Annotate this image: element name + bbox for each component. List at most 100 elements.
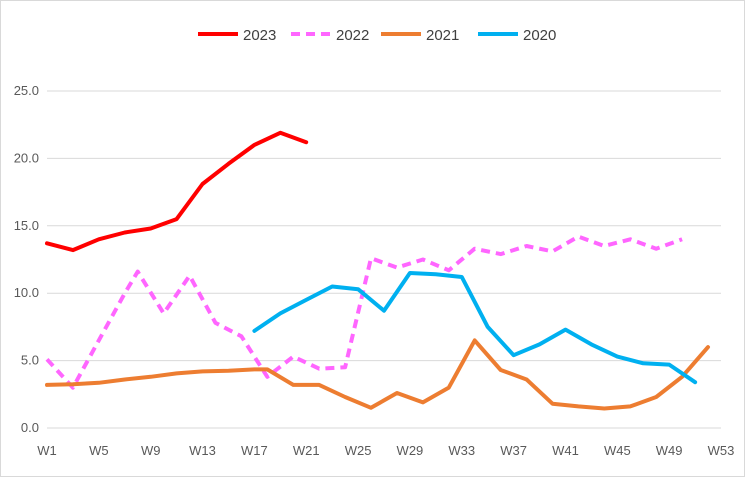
y-tick-label: 0.0 bbox=[21, 420, 39, 435]
data-point-2021 bbox=[576, 404, 580, 408]
x-tick-label: W17 bbox=[241, 443, 268, 458]
data-point-2023 bbox=[252, 143, 256, 147]
data-point-2021 bbox=[291, 383, 295, 387]
data-point-2021 bbox=[71, 382, 75, 386]
y-tick-label: 25.0 bbox=[14, 83, 39, 98]
data-point-2020 bbox=[278, 311, 282, 315]
data-point-2022 bbox=[499, 252, 503, 256]
data-point-2020 bbox=[667, 363, 671, 367]
x-tick-label: W5 bbox=[89, 443, 109, 458]
data-point-2022 bbox=[97, 338, 101, 342]
series-line-2020 bbox=[252, 271, 698, 385]
data-point-2020 bbox=[486, 325, 490, 329]
x-tick-label: W41 bbox=[552, 443, 579, 458]
data-point-2020 bbox=[589, 342, 593, 346]
x-tick-label: W1 bbox=[37, 443, 57, 458]
data-point-2022 bbox=[214, 321, 218, 325]
data-point-2022 bbox=[628, 237, 632, 241]
data-point-2020 bbox=[434, 272, 438, 276]
data-point-2021 bbox=[395, 391, 399, 395]
x-axis-tick-labels: W1 W5 W9 W13 W17 W21 W25 W29 W33 W37 W41 W45 W49 W53 bbox=[37, 443, 734, 458]
data-point-2022 bbox=[136, 270, 140, 274]
data-point-2022 bbox=[473, 247, 477, 251]
data-point-2021 bbox=[123, 377, 127, 381]
series-line-2023 bbox=[45, 130, 309, 253]
legend-label: 2021 bbox=[426, 27, 459, 44]
data-point-2020 bbox=[512, 353, 516, 357]
data-point-2023 bbox=[45, 241, 49, 245]
data-point-2022 bbox=[576, 235, 580, 239]
x-tick-label: W13 bbox=[189, 443, 216, 458]
series-layer bbox=[45, 130, 710, 411]
data-point-2022 bbox=[551, 249, 555, 253]
data-point-2022 bbox=[45, 357, 49, 361]
data-point-2020 bbox=[460, 275, 464, 279]
data-point-2022 bbox=[162, 311, 166, 315]
data-point-2023 bbox=[201, 182, 205, 186]
data-point-2020 bbox=[252, 329, 256, 333]
data-point-2021 bbox=[226, 369, 230, 373]
data-point-2021 bbox=[525, 377, 529, 381]
data-point-2023 bbox=[175, 217, 179, 221]
data-point-2023 bbox=[304, 140, 308, 144]
data-point-2022 bbox=[680, 237, 684, 241]
data-point-2021 bbox=[97, 381, 101, 385]
data-point-2021 bbox=[45, 383, 49, 387]
data-point-2022 bbox=[602, 244, 606, 248]
data-point-2020 bbox=[304, 298, 308, 302]
data-point-2022 bbox=[525, 244, 529, 248]
y-tick-label: 15.0 bbox=[14, 218, 39, 233]
data-point-2023 bbox=[123, 231, 127, 235]
data-point-2022 bbox=[654, 247, 658, 251]
y-axis-tick-labels: 0.0 5.0 10.0 15.0 20.0 25.0 bbox=[14, 83, 39, 435]
legend: 2023 2022 2021 2020 bbox=[198, 27, 556, 44]
data-point-2021 bbox=[265, 367, 269, 371]
x-tick-label: W49 bbox=[656, 443, 683, 458]
data-point-2021 bbox=[175, 371, 179, 375]
data-point-2021 bbox=[473, 338, 477, 342]
data-point-2022 bbox=[239, 334, 243, 338]
x-tick-label: W33 bbox=[448, 443, 475, 458]
data-point-2020 bbox=[641, 361, 645, 365]
legend-label: 2020 bbox=[523, 27, 556, 44]
x-tick-label: W25 bbox=[345, 443, 372, 458]
data-point-2022 bbox=[317, 367, 321, 371]
legend-label: 2022 bbox=[336, 27, 369, 44]
data-point-2021 bbox=[201, 369, 205, 373]
data-point-2022 bbox=[343, 365, 347, 369]
data-point-2020 bbox=[563, 328, 567, 332]
series-line-2021 bbox=[45, 338, 710, 411]
data-point-2020 bbox=[538, 342, 542, 346]
x-tick-label: W29 bbox=[397, 443, 424, 458]
data-point-2021 bbox=[499, 368, 503, 372]
data-point-2022 bbox=[395, 266, 399, 270]
data-point-2021 bbox=[706, 345, 710, 349]
data-point-2023 bbox=[71, 248, 75, 252]
data-point-2021 bbox=[343, 395, 347, 399]
data-point-2020 bbox=[330, 284, 334, 288]
data-point-2020 bbox=[693, 380, 697, 384]
data-point-2021 bbox=[317, 383, 321, 387]
data-point-2022 bbox=[421, 258, 425, 262]
legend-label: 2023 bbox=[243, 27, 276, 44]
data-point-2023 bbox=[149, 226, 153, 230]
gridlines bbox=[47, 90, 721, 429]
data-point-2020 bbox=[408, 271, 412, 275]
data-point-2021 bbox=[369, 406, 373, 410]
data-point-2023 bbox=[226, 162, 230, 166]
x-tick-label: W37 bbox=[500, 443, 527, 458]
data-point-2022 bbox=[188, 274, 192, 278]
series-line-2022 bbox=[45, 234, 683, 390]
data-point-2021 bbox=[551, 402, 555, 406]
data-point-2021 bbox=[149, 375, 153, 379]
data-point-2022 bbox=[265, 375, 269, 379]
data-point-2023 bbox=[97, 237, 101, 241]
data-point-2023 bbox=[278, 131, 282, 135]
x-tick-label: W45 bbox=[604, 443, 631, 458]
y-tick-label: 20.0 bbox=[14, 150, 39, 165]
data-point-2022 bbox=[291, 355, 295, 359]
data-point-2021 bbox=[252, 367, 256, 371]
data-point-2022 bbox=[123, 291, 127, 295]
